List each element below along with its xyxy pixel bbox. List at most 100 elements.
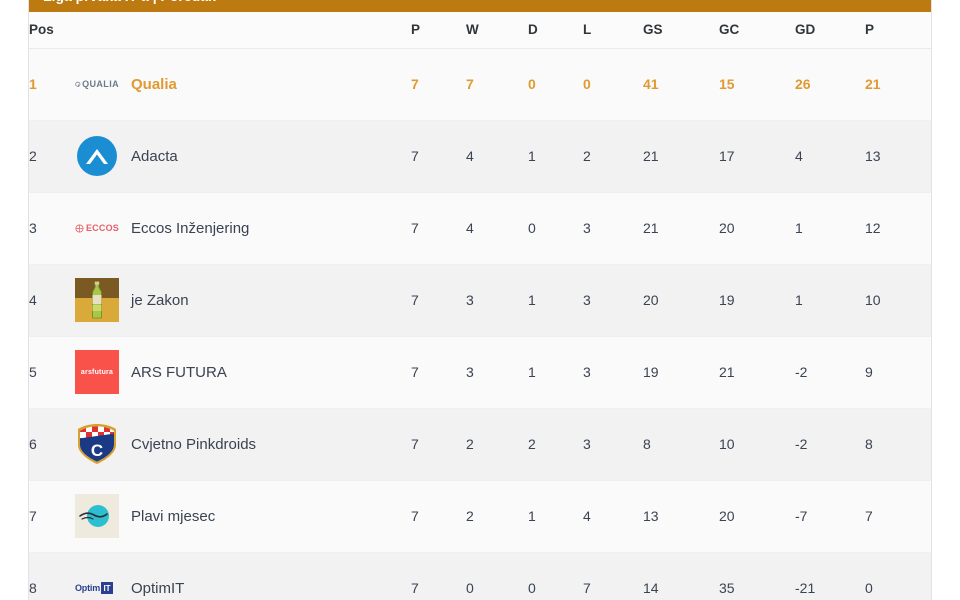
- plavi-mjesec-tile-icon: [75, 494, 119, 538]
- cell-team[interactable]: ECCOS Eccos Inženjering: [75, 192, 411, 265]
- team-name: Qualia: [131, 75, 177, 93]
- cell-played: 7: [411, 552, 466, 600]
- cell-drawn: 0: [528, 48, 583, 121]
- team-logo-eccos: ECCOS: [75, 206, 119, 250]
- cell-won: 4: [466, 192, 528, 265]
- cell-goal-difference: -21: [795, 552, 865, 600]
- table-row[interactable]: 4 je Zakon 7 3 1 3 20 19 1 10: [29, 264, 931, 337]
- team-name: Eccos Inženjering: [131, 219, 250, 237]
- team-logo-adacta: [75, 134, 119, 178]
- cell-played: 7: [411, 48, 466, 121]
- column-header-won[interactable]: W: [466, 12, 528, 49]
- cell-team[interactable]: QUALIA Qualia: [75, 48, 411, 121]
- cell-team[interactable]: C Cvjetno Pinkdroids: [75, 408, 411, 481]
- cell-position: 1: [29, 48, 75, 121]
- cell-lost: 3: [583, 336, 643, 409]
- cell-position: 5: [29, 336, 75, 409]
- cell-position: 6: [29, 408, 75, 481]
- table-row[interactable]: 3 ECCOS Eccos Inženjering 7 4 0 3 21 20 1 12: [29, 192, 931, 265]
- table-row[interactable]: 2 Adacta 7 4 1 2 21 17 4 13: [29, 120, 931, 193]
- cell-goals-scored: 21: [643, 120, 719, 193]
- column-header-drawn[interactable]: D: [528, 12, 583, 49]
- ars-futura-wordmark: arsfutura: [80, 368, 114, 376]
- cell-points: 12: [865, 192, 931, 265]
- team-name: Adacta: [131, 147, 178, 165]
- cell-points: 0: [865, 552, 931, 600]
- page-gutter-left: [0, 0, 28, 600]
- cell-team[interactable]: Optim IT OptimIT: [75, 552, 411, 600]
- qualia-wordmark: QUALIA: [82, 79, 119, 89]
- cell-won: 2: [466, 408, 528, 481]
- table-row[interactable]: 1 QUALIA Qualia 7 7 0 0 41 15 26 21: [29, 48, 931, 121]
- cell-team[interactable]: arsfutura ARS FUTURA: [75, 336, 411, 409]
- table-header-row: Pos P W D L GS GC GD P: [29, 12, 931, 49]
- cell-goals-scored: 19: [643, 336, 719, 409]
- table-row[interactable]: 7 Plavi mjesec 7 2 1 4 13 20 -7 7: [29, 480, 931, 553]
- column-header-goals-scored[interactable]: GS: [643, 12, 719, 49]
- cell-won: 4: [466, 120, 528, 193]
- team-name: je Zakon: [131, 291, 189, 309]
- bottle-shape-icon: [92, 281, 102, 319]
- cell-position: 7: [29, 480, 75, 553]
- cell-goal-difference: 1: [795, 264, 865, 337]
- column-header-lost[interactable]: L: [583, 12, 643, 49]
- cell-drawn: 1: [528, 480, 583, 553]
- cell-played: 7: [411, 336, 466, 409]
- cell-team[interactable]: Adacta: [75, 120, 411, 193]
- cell-goals-scored: 20: [643, 264, 719, 337]
- team-logo-qualia: QUALIA: [75, 62, 119, 106]
- column-header-played[interactable]: P: [411, 12, 466, 49]
- cell-drawn: 1: [528, 264, 583, 337]
- dinamo-crest-icon: C: [78, 424, 116, 464]
- cell-drawn: 1: [528, 336, 583, 409]
- svg-text:C: C: [91, 441, 103, 460]
- cell-won: 3: [466, 264, 528, 337]
- team-name: Plavi mjesec: [131, 507, 216, 525]
- adacta-circle-icon: [77, 136, 117, 176]
- cell-goals-conceded: 20: [719, 192, 795, 265]
- cell-goal-difference: 1: [795, 192, 865, 265]
- cell-drawn: 1: [528, 120, 583, 193]
- column-header-pos[interactable]: Pos: [29, 12, 75, 49]
- panel-title-bar: Liga prvaka IT-a | Poredak: [29, 0, 931, 12]
- standings-table: Pos P W D L GS GC GD P 1 QUALIA Qualia 7 7 0 0…: [29, 12, 931, 600]
- cell-points: 8: [865, 408, 931, 481]
- cell-points: 21: [865, 48, 931, 121]
- adacta-chevron-icon: [86, 149, 108, 164]
- cell-team[interactable]: Plavi mjesec: [75, 480, 411, 553]
- cell-goals-conceded: 17: [719, 120, 795, 193]
- cell-drawn: 0: [528, 552, 583, 600]
- column-header-goal-difference[interactable]: GD: [795, 12, 865, 49]
- table-row[interactable]: 5 arsfutura ARS FUTURA 7 3 1 3 19 21 -2 9: [29, 336, 931, 409]
- table-row[interactable]: 8 Optim IT OptimIT 7 0 0 7 14 35 -21 0: [29, 552, 931, 600]
- cell-goal-difference: -2: [795, 336, 865, 409]
- cell-position: 3: [29, 192, 75, 265]
- cell-points: 13: [865, 120, 931, 193]
- cell-team[interactable]: je Zakon: [75, 264, 411, 337]
- cell-points: 7: [865, 480, 931, 553]
- cell-goals-conceded: 10: [719, 408, 795, 481]
- team-logo-plavi-mjesec: [75, 494, 119, 538]
- cell-played: 7: [411, 480, 466, 553]
- cell-lost: 3: [583, 192, 643, 265]
- cell-played: 7: [411, 264, 466, 337]
- cell-drawn: 2: [528, 408, 583, 481]
- standings-panel: Liga prvaka IT-a | Poredak Pos P W D L G…: [28, 0, 932, 600]
- optim-it-badge-icon: IT: [101, 582, 113, 594]
- cell-goals-conceded: 19: [719, 264, 795, 337]
- cell-points: 9: [865, 336, 931, 409]
- cell-goals-conceded: 35: [719, 552, 795, 600]
- cell-lost: 7: [583, 552, 643, 600]
- table-row[interactable]: 6 C Cvjetno Pinkdroids 7 2 2 3 8 10 -2 8: [29, 408, 931, 481]
- column-header-goals-conceded[interactable]: GC: [719, 12, 795, 49]
- cell-goal-difference: 4: [795, 120, 865, 193]
- team-logo-ars-futura: arsfutura: [75, 350, 119, 394]
- cell-lost: 0: [583, 48, 643, 121]
- cell-position: 2: [29, 120, 75, 193]
- cell-goals-conceded: 15: [719, 48, 795, 121]
- team-name: OptimIT: [131, 579, 185, 597]
- column-header-team: [75, 12, 411, 49]
- cell-goals-scored: 21: [643, 192, 719, 265]
- cell-goal-difference: -2: [795, 408, 865, 481]
- column-header-points[interactable]: P: [865, 12, 931, 49]
